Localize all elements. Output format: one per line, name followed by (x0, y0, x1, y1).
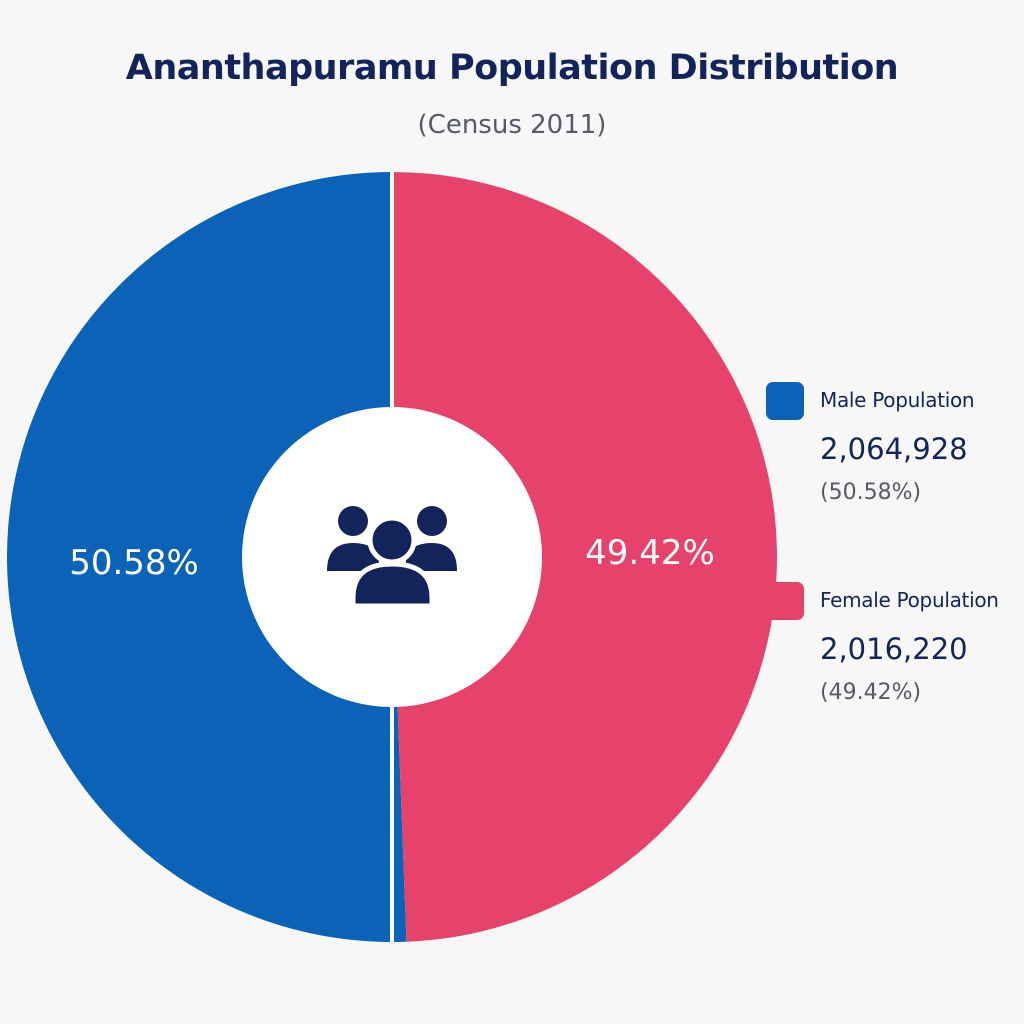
chart-legend: Male Population 2,064,928 (50.58%) Femal… (766, 378, 1022, 778)
legend-value-female: 2,016,220 (820, 632, 968, 666)
legend-item-female: Female Population 2,016,220 (49.42%) (766, 578, 1022, 778)
slice-female (392, 172, 777, 942)
legend-item-male: Male Population 2,064,928 (50.58%) (766, 378, 1022, 578)
slice-label-female: 49.42% (585, 533, 715, 573)
legend-value-male: 2,064,928 (820, 432, 968, 466)
legend-label-female: Female Population (820, 588, 999, 612)
legend-percent-female: (49.42%) (820, 680, 922, 705)
slice-labels: 50.58% 49.42% (69, 533, 715, 583)
chart-subtitle: (Census 2011) (417, 110, 607, 140)
slice-label-male: 50.58% (69, 543, 199, 583)
legend-swatch-male (766, 382, 804, 420)
slice-male (6, 172, 407, 942)
people-group-icon (327, 506, 457, 609)
legend-label-male: Male Population (820, 388, 975, 412)
donut-slices (6, 172, 777, 942)
legend-percent-male: (50.58%) (820, 480, 922, 505)
legend-swatch-female (766, 582, 804, 620)
chart-title: Ananthapuramu Population Distribution (125, 48, 899, 88)
